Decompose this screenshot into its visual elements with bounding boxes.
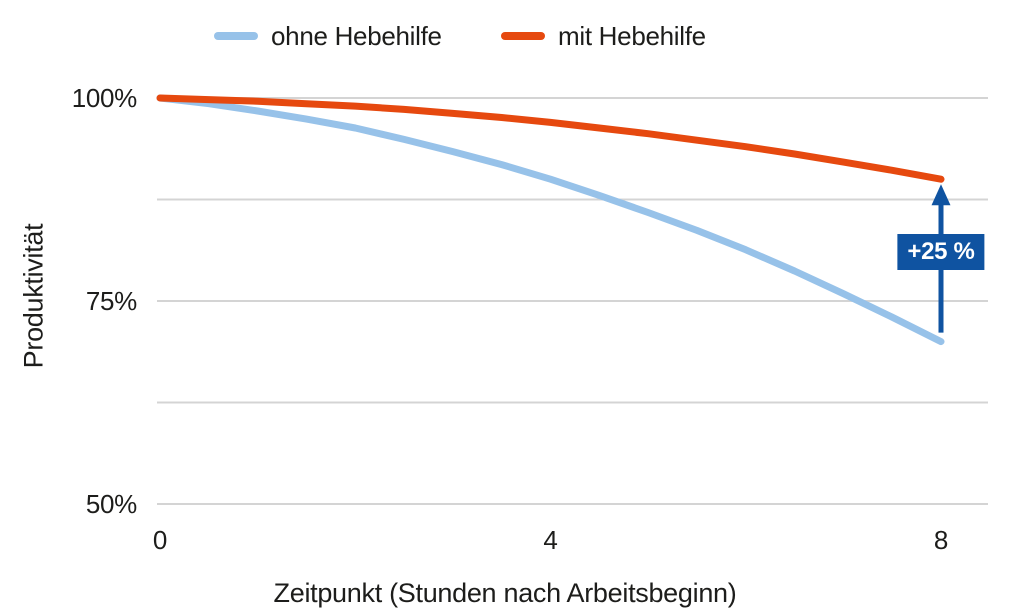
legend-item-mit-hebehilfe: mit Hebehilfe [501, 20, 706, 52]
x-tick-label: 0 [152, 525, 168, 555]
legend-swatch-mit-hebehilfe-icon [501, 32, 545, 40]
x-tick-label: 8 [933, 525, 949, 555]
annotation-arrow-head-icon [931, 184, 951, 206]
legend-label-ohne-hebehilfe: ohne Hebehilfe [271, 20, 442, 51]
x-tick-label: 4 [543, 525, 558, 555]
legend-item-ohne-hebehilfe: ohne Hebehilfe [214, 20, 442, 52]
series-curve-mit-hebehilfe [156, 94, 945, 183]
y-tick-label: 50% [85, 489, 137, 519]
y-tick-label: 75% [85, 286, 137, 316]
legend-label-mit-hebehilfe: mit Hebehilfe [558, 20, 706, 51]
difference-annotation-label: +25 % [907, 238, 975, 266]
series-curve-ohne-hebehilfe [156, 94, 945, 346]
difference-annotation-badge: +25 % [897, 234, 985, 271]
y-tick-label: 100% [71, 83, 138, 113]
x-axis-title: Zeitpunkt (Stunden nach Arbeitsbeginn) [273, 578, 737, 608]
legend-swatch-ohne-hebehilfe-icon [214, 32, 258, 40]
